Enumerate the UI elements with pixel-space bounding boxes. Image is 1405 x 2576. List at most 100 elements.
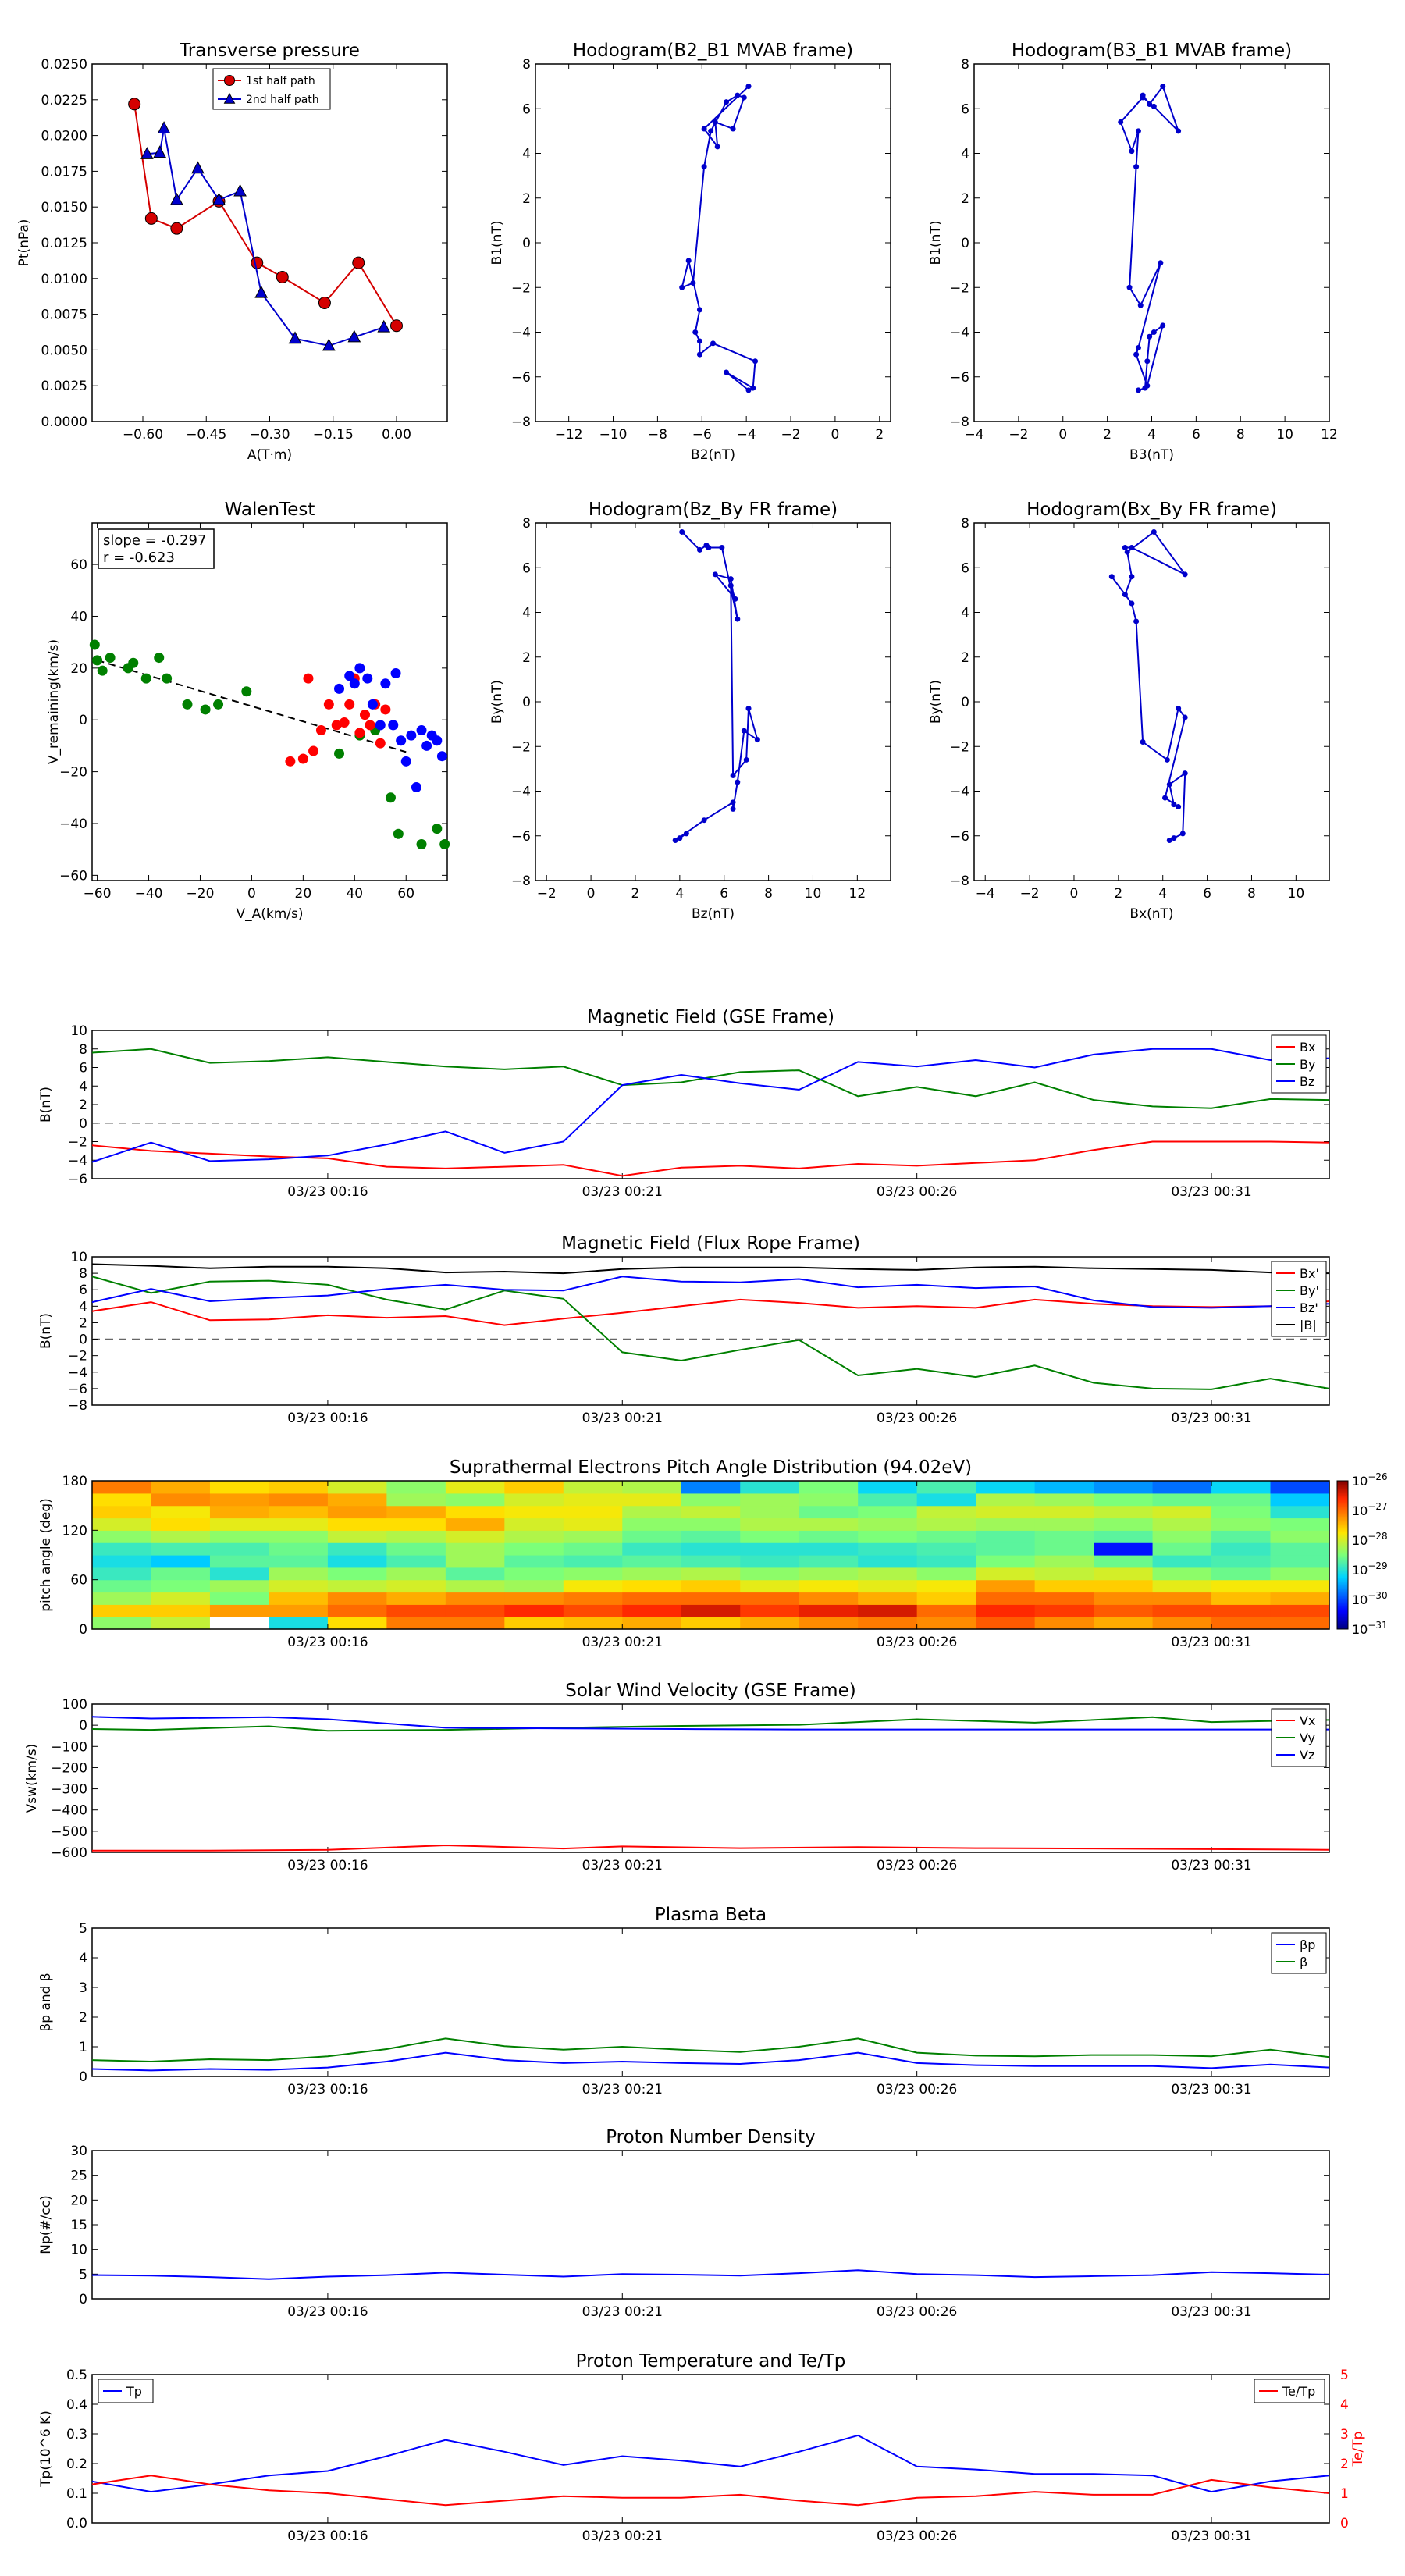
heatmap-cell — [269, 1617, 329, 1630]
heatmap-cell — [1034, 1592, 1094, 1605]
y-axis-label: B(nT) — [38, 1313, 54, 1349]
heatmap-cell — [1270, 1567, 1330, 1581]
legend-label: By — [1300, 1057, 1315, 1072]
heatmap-cell — [1152, 1530, 1212, 1543]
heatmap-cell — [681, 1481, 741, 1494]
heatmap-cell — [386, 1517, 446, 1531]
heatmap-cell — [1094, 1542, 1154, 1556]
chart-hodo_b3_b1: Hodogram(B3_B1 MVAB frame) −8 −6 −4 −2 0 2 4 6 8 −… — [928, 41, 1338, 463]
heatmap-cell — [445, 1592, 505, 1605]
heatmap-cell — [858, 1567, 918, 1581]
heatmap-cell — [740, 1555, 800, 1568]
x-tick-label: 03/23 00:16 — [287, 1184, 368, 1200]
heatmap-cell — [504, 1542, 564, 1556]
heatmap-cell — [1211, 1530, 1272, 1543]
chart-title: Hodogram(Bz_By FR frame) — [589, 500, 838, 520]
heatmap-cell — [327, 1579, 387, 1593]
data-point — [170, 192, 183, 205]
heatmap-cell — [1094, 1604, 1154, 1617]
heatmap-cell — [209, 1505, 270, 1519]
heatmap-cell — [209, 1530, 270, 1543]
heatmap-cell — [445, 1493, 505, 1507]
data-point — [344, 699, 355, 710]
y-tick-label: 0 — [961, 695, 969, 710]
data-point — [672, 837, 678, 843]
plot-frame — [535, 522, 891, 881]
y-tick-label: 2 — [79, 1315, 87, 1331]
x-tick-label: 4 — [1147, 427, 1156, 443]
y-tick-label: −2 — [68, 1349, 87, 1364]
y-tick-label: 8 — [961, 516, 969, 532]
y-right-tick-label: 0 — [1340, 2516, 1349, 2532]
heatmap-cell — [504, 1505, 564, 1519]
x-tick-label: −2 — [1008, 427, 1028, 443]
x-tick-label: −0.15 — [313, 427, 354, 443]
heatmap-cell — [209, 1604, 270, 1617]
plot-frame — [91, 63, 448, 422]
y-axis-label: B1(nT) — [928, 221, 944, 265]
y-tick-label: 30 — [70, 2144, 87, 2159]
data-point — [1176, 706, 1182, 712]
heatmap-cell — [1094, 1579, 1154, 1593]
x-tick-label: −4 — [737, 427, 756, 443]
chart-title: Suprathermal Electrons Pitch Angle Distr… — [450, 1457, 972, 1478]
y-tick-label: 8 — [79, 1042, 87, 1058]
x-tick-label: 10 — [1288, 886, 1305, 902]
y-axis-label: Pt(nPa) — [16, 219, 32, 267]
heatmap-cell — [327, 1505, 387, 1519]
x-tick-label: 2 — [875, 427, 884, 443]
heatmap-cell — [1270, 1592, 1330, 1605]
heatmap-cell — [386, 1481, 446, 1494]
heatmap-cell — [269, 1481, 329, 1494]
y-axis-label: B1(nT) — [489, 221, 505, 265]
data-point — [1129, 148, 1135, 155]
series-line-Vy — [91, 1716, 1330, 1732]
data-point — [1144, 358, 1151, 365]
heatmap-cell — [92, 1530, 152, 1543]
heatmap-cell — [269, 1567, 329, 1581]
x-tick-label: 03/23 00:31 — [1171, 1184, 1251, 1200]
heatmap-cell — [151, 1530, 211, 1543]
series-line-By — [91, 1048, 1330, 1109]
data-point — [690, 280, 696, 286]
heatmap-cell — [858, 1617, 918, 1630]
y-tick-label: 4 — [961, 606, 969, 621]
heatmap-cell — [1211, 1567, 1272, 1581]
heatmap-cell — [1034, 1579, 1094, 1593]
x-tick-label: 2 — [1114, 886, 1122, 902]
y-tick-label: 15 — [70, 2218, 87, 2233]
legend-label: Te/Tp — [1282, 2384, 1315, 2399]
data-point — [375, 720, 386, 731]
data-point — [390, 667, 401, 678]
heatmap-cell — [740, 1517, 800, 1531]
heatmap-cell — [92, 1617, 152, 1630]
x-tick-label: 03/23 00:16 — [287, 1411, 368, 1426]
legend-label: Bz — [1300, 1074, 1314, 1089]
colorbar-tick-label: 10−26 — [1352, 1471, 1388, 1489]
series-line-By' — [91, 1276, 1330, 1390]
y-tick-label: 0.3 — [66, 2427, 87, 2443]
y-tick-label: 0.0025 — [41, 379, 87, 394]
y-tick-label: −2 — [950, 280, 969, 296]
x-tick-label: 03/23 00:26 — [877, 1635, 957, 1650]
x-tick-label: 03/23 00:21 — [582, 1858, 663, 1873]
y-tick-label: −6 — [950, 829, 969, 845]
heatmap-cell — [1034, 1542, 1094, 1556]
plot-frame — [91, 2150, 1330, 2300]
y-tick-label: 2 — [961, 191, 969, 207]
data-point — [1140, 739, 1146, 745]
heatmap-cell — [269, 1555, 329, 1568]
heatmap-cell — [1211, 1617, 1272, 1630]
x-tick-label: 03/23 00:21 — [582, 2528, 663, 2544]
x-tick-label: −2 — [537, 886, 557, 902]
data-point — [400, 756, 411, 767]
y-right-tick-label: 4 — [1340, 2397, 1349, 2413]
x-tick-label: 03/23 00:26 — [877, 2304, 957, 2320]
data-point — [696, 307, 702, 313]
heatmap-cell — [563, 1505, 623, 1519]
heatmap-cell — [269, 1493, 329, 1507]
heatmap-cell — [209, 1493, 270, 1507]
y-tick-label: −100 — [51, 1739, 87, 1755]
heatmap-cell — [1270, 1617, 1330, 1630]
annotation-slope: slope = -0.297 — [103, 532, 206, 549]
